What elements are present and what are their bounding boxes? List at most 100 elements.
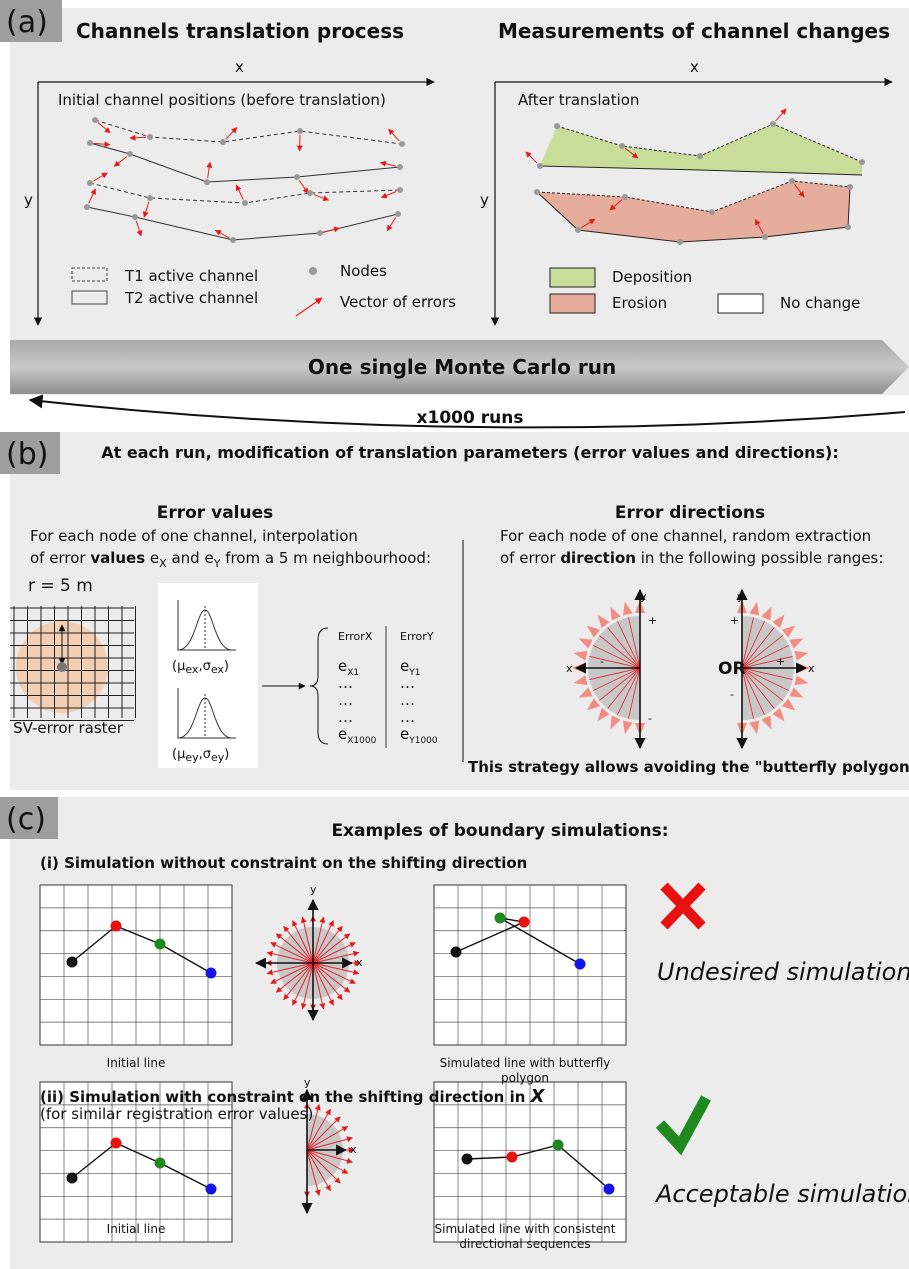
cross-icon — [660, 882, 706, 930]
legend-label: Deposition — [612, 268, 692, 286]
panel-title: Channels translation process — [76, 19, 404, 43]
boundary-line — [466, 1144, 610, 1190]
change-polygons — [536, 123, 863, 243]
boundary-node — [154, 938, 166, 950]
radius — [57, 662, 67, 672]
check-icon — [655, 1095, 711, 1156]
boundary-node — [494, 912, 506, 924]
boundary-node — [552, 1139, 564, 1151]
node — [84, 204, 90, 210]
direction-fan — [572, 588, 810, 750]
direction-head — [749, 720, 760, 735]
direction-ray — [741, 635, 783, 669]
legend-label: Vector of errors — [340, 293, 456, 311]
text-part: ex — [185, 663, 199, 676]
text-part: X — [159, 557, 167, 570]
axis-label: x — [356, 956, 363, 969]
axis-label: y — [480, 191, 489, 209]
sign-label: + — [648, 614, 657, 627]
panel-title: Measurements of channel changes — [498, 19, 890, 43]
direction-head — [610, 606, 621, 621]
node — [297, 128, 303, 134]
text-part: e — [338, 657, 347, 675]
text-part: Y — [213, 557, 221, 570]
channel-lines — [84, 117, 405, 243]
error-vector — [609, 199, 623, 211]
text-part: e — [400, 725, 409, 743]
legend-label: Erosion — [612, 294, 667, 312]
panel-label: (c) — [6, 802, 46, 837]
grid-caption: directional sequences — [459, 1237, 590, 1251]
node — [537, 163, 543, 169]
error-vector — [386, 217, 397, 232]
case-title: (i) Simulation without constraint on the… — [40, 854, 527, 872]
grid-caption: Initial line — [107, 1222, 166, 1236]
boundary-node — [506, 1151, 518, 1163]
node-markers — [525, 108, 865, 245]
panel-b: (b) At each run, modification of transla… — [0, 432, 909, 790]
boundary-node — [66, 956, 78, 968]
boundary-node — [450, 946, 462, 958]
change-polygons — [539, 165, 863, 176]
axis-label: y — [24, 191, 33, 209]
connector — [262, 626, 387, 748]
boundary-node — [205, 1183, 217, 1195]
node — [770, 121, 776, 127]
error-vector — [135, 220, 143, 237]
direction-head — [586, 698, 601, 711]
case-subtitle: (for similar registration error values) — [40, 1105, 313, 1123]
direction-fan — [254, 898, 361, 1215]
legend — [549, 267, 596, 288]
error-vector — [142, 201, 150, 218]
radius — [57, 624, 67, 672]
radius-label: r = 5 m — [28, 576, 93, 596]
distribution-box — [158, 583, 258, 768]
legend — [309, 267, 317, 275]
error-vector — [225, 127, 238, 140]
legend-label: T2 active channel — [124, 289, 258, 307]
distribution-label: (μey,σey) — [172, 747, 229, 764]
error-vector — [97, 122, 111, 134]
text-part: Y1000 — [408, 736, 438, 746]
error-vector — [235, 184, 244, 200]
error-vector — [214, 229, 230, 239]
text-part: ey — [211, 751, 225, 764]
grid-caption: polygon — [501, 1071, 549, 1085]
node — [677, 239, 683, 245]
node — [317, 230, 323, 236]
table-cell: eX1000 — [338, 725, 377, 746]
node — [147, 195, 153, 201]
direction-head — [761, 606, 772, 621]
node — [87, 140, 93, 146]
table-cell: … — [338, 674, 353, 692]
description: of error values eX and eY from a 5 m nei… — [30, 549, 431, 570]
text-part: (ii) Simulation with constraint on the s… — [40, 1088, 531, 1106]
raster-label: SV-error raster — [13, 719, 124, 737]
direction-ray — [741, 667, 783, 701]
direction-head — [789, 687, 804, 698]
node — [132, 214, 138, 220]
channel-line — [94, 119, 403, 145]
text-part: values — [90, 549, 145, 567]
legend — [295, 297, 323, 317]
error-vector — [380, 191, 397, 199]
node — [220, 139, 226, 145]
boundary-node — [66, 1172, 78, 1184]
boundary-node — [110, 920, 122, 932]
boundary-node — [574, 958, 586, 970]
table-cell: … — [400, 708, 415, 726]
boundary-node — [110, 1137, 122, 1149]
boundary-node — [205, 967, 217, 979]
caption: Initial channel positions (before transl… — [58, 91, 386, 109]
panel-heading: At each run, modification of translation… — [101, 443, 839, 462]
text-part: (μ — [172, 747, 185, 762]
or-label: OR — [718, 659, 746, 679]
verdict: Acceptable simulation — [654, 1180, 909, 1208]
text-part: of error — [30, 549, 90, 567]
text-part: from a 5 m neighbourhood: — [220, 549, 431, 567]
error-vector — [525, 151, 538, 164]
error-vector — [313, 193, 330, 202]
error-vector — [379, 160, 397, 167]
simulation-grid — [39, 884, 627, 1243]
legend — [71, 290, 108, 305]
